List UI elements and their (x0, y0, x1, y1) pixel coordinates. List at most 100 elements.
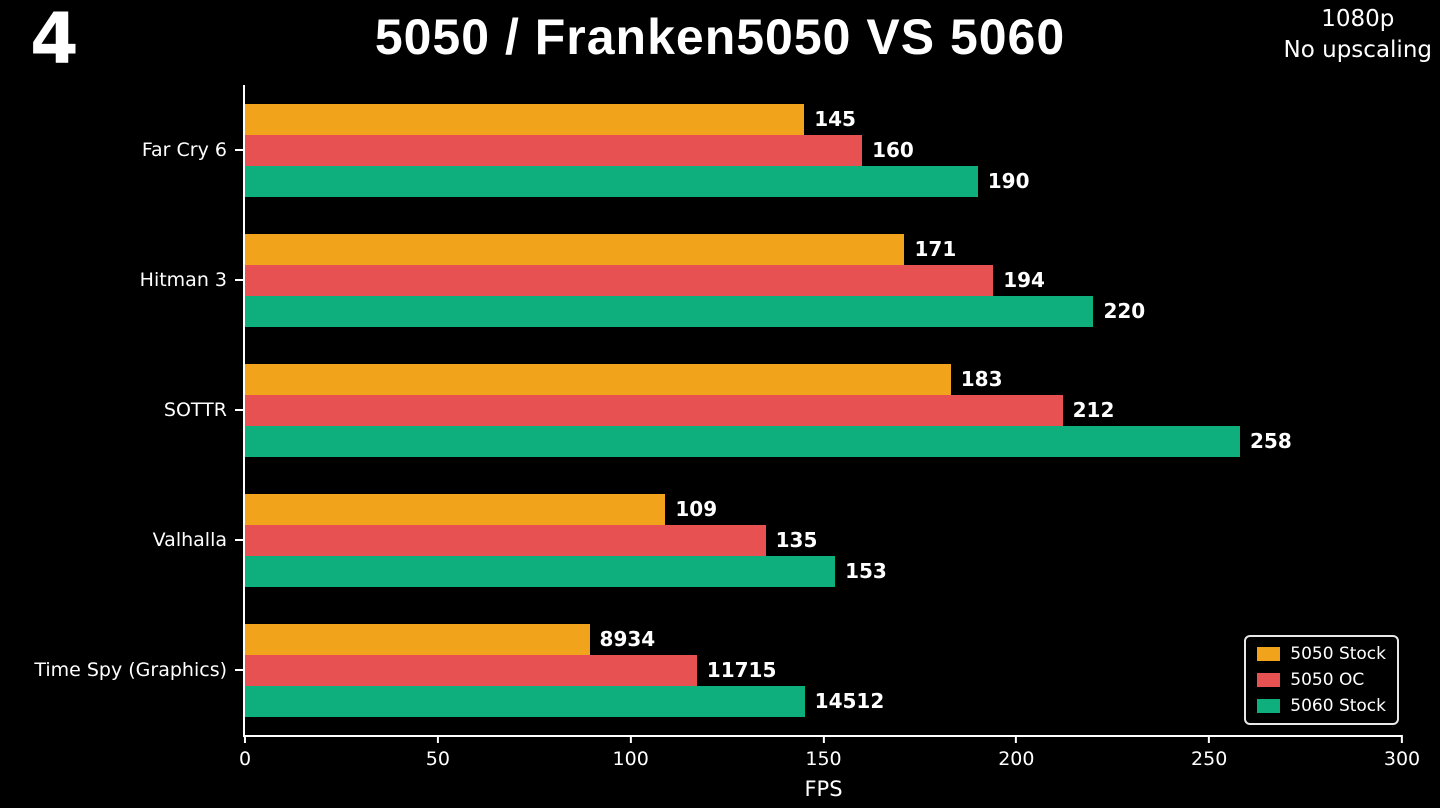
x-axis-tick: 250 (1191, 735, 1227, 770)
bar-value-label: 135 (775, 528, 818, 552)
legend-entry: 5050 OC (1257, 670, 1386, 690)
bar-5050-oc (245, 264, 994, 296)
x-axis-tick: 150 (805, 735, 842, 770)
bar-group: Far Cry 6 145 160 190 (142, 85, 1402, 215)
bar-row: 153 (245, 555, 1402, 587)
bar-value-label: 109 (675, 497, 718, 521)
category-label: Far Cry 6 (141, 139, 227, 161)
bar-value-label: 183 (960, 367, 1003, 391)
bar-value-label: 212 (1072, 398, 1115, 422)
bar-5060-stock (245, 165, 978, 197)
bar-value-label: 153 (845, 559, 887, 583)
x-tick-label: 250 (1191, 748, 1228, 770)
legend-entry: 5060 Stock (1257, 696, 1386, 716)
x-tick-mark (629, 735, 632, 743)
legend-entry: 5050 Stock (1257, 644, 1386, 664)
legend-swatch (1257, 673, 1281, 687)
bar-5050-stock (245, 233, 905, 265)
bar-5050-oc (245, 134, 863, 166)
x-tick-mark (1208, 735, 1211, 743)
legend-swatch (1257, 699, 1281, 713)
bar-row: 194 (245, 264, 1402, 296)
bar-group: Hitman 3 171 194 220 (140, 215, 1402, 345)
bar-5060-stock (245, 555, 836, 587)
bar-5060-stock (245, 685, 805, 717)
category-label: Valhalla (152, 529, 227, 551)
bar-value-label: 194 (1003, 268, 1045, 292)
bar-5050-stock (245, 363, 951, 395)
category-label: Time Spy (Graphics) (34, 659, 227, 681)
bar-5050-oc (245, 654, 697, 686)
x-tick-label: 0 (238, 748, 252, 770)
bar-5050-stock (245, 103, 805, 135)
page-title: 5050 / Franken5050 VS 5060 (374, 9, 1066, 65)
x-tick-mark (1015, 735, 1018, 743)
bar-chart-plot-area: 0 50 100 150 200 250 300 FPS 5050 Stock 5050 OC… (34, 85, 1420, 801)
resolution-label: 1080p (1321, 6, 1395, 32)
category-label: SOTTR (163, 399, 227, 421)
x-axis: 0 50 100 150 200 250 300 (239, 735, 1420, 780)
x-tick-label: 300 (1383, 748, 1421, 770)
y-axis-tick (235, 669, 243, 671)
bar-value-label: 258 (1250, 429, 1292, 453)
y-axis-tick (235, 409, 243, 411)
legend-label: 5050 OC (1290, 670, 1365, 690)
x-tick-mark (244, 735, 246, 743)
bar-row: 160 (245, 134, 1402, 166)
legend-label: 5050 Stock (1290, 644, 1386, 664)
x-axis-tick: 300 (1384, 735, 1420, 770)
x-tick-mark (822, 735, 825, 743)
bar-value-label: 145 (814, 107, 856, 131)
x-tick-label: 50 (425, 748, 450, 770)
x-axis-tick: 200 (998, 735, 1034, 770)
bar-value-label: 220 (1103, 299, 1146, 323)
resolution-note: 1080p No upscaling (1284, 4, 1432, 66)
bar-row: 258 (245, 425, 1402, 457)
bar-group: Time Spy (Graphics) 8934 11715 14512 (34, 605, 1402, 735)
x-axis-title: FPS (804, 777, 843, 801)
bar-value-label: 14512 (814, 689, 885, 713)
bar-5050-oc (245, 524, 766, 556)
bar-group: SOTTR 183 212 258 (164, 345, 1402, 475)
bar-group: Valhalla 109 135 153 (153, 475, 1402, 605)
x-tick-mark (1400, 735, 1403, 743)
bar-value-label: 190 (987, 169, 1030, 193)
category-label: Hitman 3 (139, 269, 227, 291)
upscaling-label: No upscaling (1283, 37, 1432, 64)
bar-row: 145 (245, 103, 1402, 135)
bar-5050-stock (245, 623, 590, 655)
bar-value-label: 160 (872, 138, 914, 162)
bar-row: 190 (245, 165, 1402, 197)
bar-5050-oc (245, 394, 1063, 426)
bar-value-label: 11715 (706, 658, 777, 682)
bar-5060-stock (245, 425, 1241, 457)
bar-value-label: 171 (914, 237, 957, 261)
bar-row: 183 (245, 363, 1402, 395)
x-tick-label: 150 (805, 748, 842, 770)
bar-row: 109 (245, 493, 1402, 525)
bar-5050-stock (245, 493, 666, 525)
bar-row: 135 (245, 524, 1402, 556)
bar-row: 212 (245, 394, 1402, 426)
y-axis-tick (235, 149, 243, 151)
slide-number: 4 (30, 0, 79, 80)
x-axis-tick: 100 (613, 735, 649, 770)
bar-row: 220 (245, 295, 1402, 327)
bar-5060-stock (245, 295, 1094, 327)
legend: 5050 Stock 5050 OC 5060 Stock (1244, 635, 1399, 725)
y-axis-tick (235, 279, 243, 281)
y-axis-tick (235, 539, 243, 541)
x-axis-tick: 0 (239, 735, 251, 770)
x-tick-label: 200 (998, 748, 1035, 770)
legend-label: 5060 Stock (1290, 696, 1386, 716)
bar-row: 14512 (245, 685, 1402, 717)
legend-swatch (1257, 647, 1281, 661)
x-tick-mark (436, 735, 439, 743)
x-tick-label: 100 (612, 748, 649, 770)
bar-row: 8934 (245, 623, 1402, 655)
bar-row: 171 (245, 233, 1402, 265)
bar-row: 11715 (245, 654, 1402, 686)
bar-value-label: 8934 (599, 627, 656, 651)
legend-items: 5050 Stock 5050 OC 5060 Stock (1257, 644, 1386, 716)
x-axis-tick: 50 (426, 735, 450, 770)
